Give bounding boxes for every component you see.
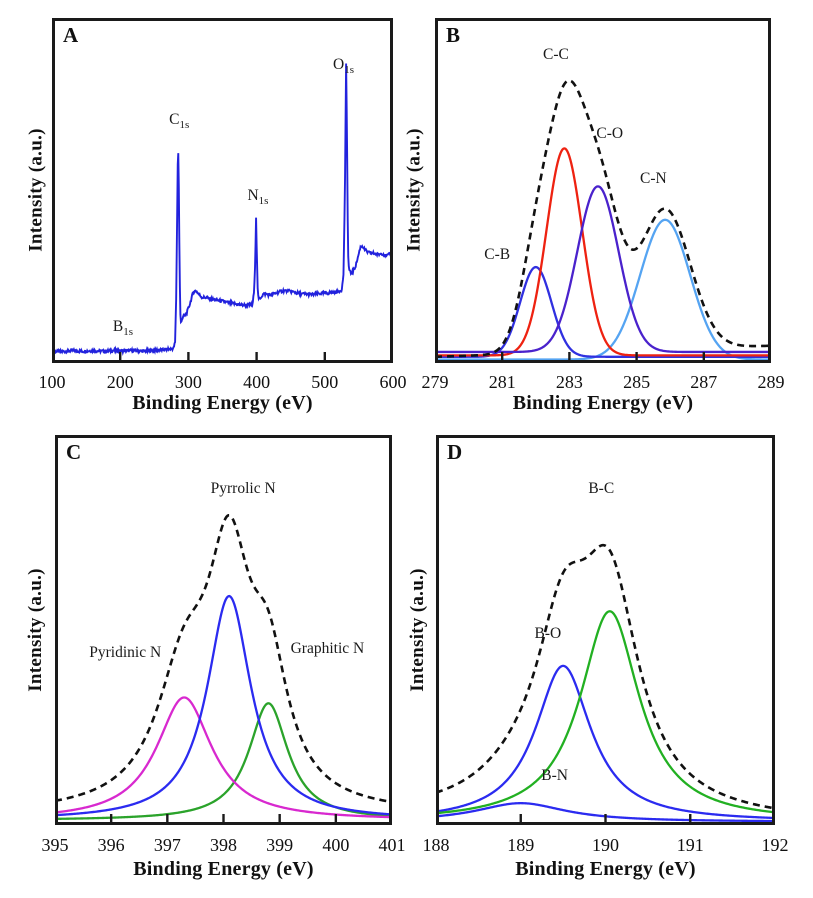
peak-label-c1s: C1s bbox=[169, 111, 190, 132]
x-tick-label: 500 bbox=[311, 372, 339, 392]
x-tick-label: 400 bbox=[243, 372, 271, 392]
plot-frame bbox=[52, 18, 393, 363]
plot-frame bbox=[436, 435, 775, 825]
x-tick-label: 400 bbox=[322, 835, 350, 855]
envelope-curve bbox=[55, 514, 392, 804]
panel-c-x-axis-title: Binding Energy (eV) bbox=[133, 858, 314, 880]
panel-b-letter: B bbox=[446, 23, 461, 47]
panel-d-letter: D bbox=[447, 440, 463, 464]
plot-frame bbox=[435, 18, 771, 363]
x-tick-label: 395 bbox=[41, 835, 69, 855]
panel-b-plot-area: B C-B C-C C-O C-N bbox=[435, 18, 771, 363]
x-tick-label: 281 bbox=[488, 372, 516, 392]
panel-d-plot-area: D B-C B-O B-N bbox=[436, 435, 775, 825]
component-curve-b-c bbox=[436, 610, 775, 815]
survey-curve bbox=[52, 63, 393, 357]
panel-a-x-axis-title: Binding Energy (eV) bbox=[132, 392, 313, 414]
x-tick-label: 399 bbox=[266, 835, 294, 855]
x-tick-label: 397 bbox=[153, 835, 181, 855]
component-curve-c-n bbox=[435, 218, 771, 361]
x-tick-label: 401 bbox=[378, 835, 406, 855]
envelope-curve bbox=[435, 79, 771, 359]
peak-label-n1s: N1s bbox=[247, 187, 269, 208]
x-tick-label: 285 bbox=[623, 372, 651, 392]
peak-label-o1s: O1s bbox=[333, 56, 355, 77]
panel-b-x-axis-title: Binding Energy (eV) bbox=[512, 392, 694, 414]
peak-label-pyridinic-n: Pyridinic N bbox=[89, 644, 162, 662]
component-curve-c-o bbox=[435, 185, 771, 354]
x-tick-label: 190 bbox=[592, 835, 619, 855]
x-tick-label: 300 bbox=[174, 372, 202, 392]
x-tick-label: 191 bbox=[676, 835, 704, 855]
peak-label-c-n: C-N bbox=[640, 170, 667, 188]
x-tick-label: 100 bbox=[38, 372, 66, 392]
panel-a-x-tick-labels: 100 200 300 400 500 600 bbox=[39, 371, 407, 395]
panel-a-letter: A bbox=[63, 23, 79, 47]
peak-label-c-c: C-C bbox=[543, 45, 569, 63]
panel-a-plot-canvas bbox=[52, 18, 393, 363]
component-curve-pyrrolic-n bbox=[55, 594, 392, 817]
component-curve-c-c bbox=[435, 147, 771, 357]
peak-label-pyrrolic-n: Pyrrolic N bbox=[210, 480, 276, 498]
x-tick-label: 600 bbox=[379, 372, 407, 392]
x-tick-label: 289 bbox=[757, 372, 785, 392]
y-axis-title-d: Intensity (a.u.) bbox=[407, 568, 428, 692]
x-tick-label: 398 bbox=[210, 835, 237, 855]
peak-label-subscript: 1s bbox=[258, 195, 269, 208]
x-tick-label: 287 bbox=[690, 372, 718, 392]
panel-c-plot-area: C Pyridinic N Pyrrolic N Graphitic N bbox=[55, 435, 392, 825]
plot-frame bbox=[55, 435, 392, 825]
x-tick-label: 188 bbox=[422, 835, 450, 855]
panel-b-x-tick-labels: 279 281 283 285 287 289 bbox=[422, 371, 785, 395]
panel-d-x-tick-labels: 188 189 190 191 192 bbox=[423, 834, 789, 858]
panel-b-plot-canvas bbox=[435, 18, 771, 363]
envelope-curve bbox=[436, 543, 775, 810]
peak-label-b-o: B-O bbox=[534, 624, 562, 642]
peak-label-b-c: B-C bbox=[588, 480, 615, 498]
peak-label-c-b: C-B bbox=[484, 245, 511, 263]
panel-c-letter: C bbox=[66, 440, 82, 464]
panel-a-plot-area: A B1s C1s N1s O1s bbox=[52, 18, 393, 363]
peak-label-graphitic-n: Graphitic N bbox=[290, 640, 365, 658]
peak-label-c-o: C-O bbox=[596, 125, 624, 143]
panel-d-plot-canvas bbox=[436, 435, 775, 825]
peak-label-subscript: 1s bbox=[123, 326, 133, 339]
peak-label-subscript: 1s bbox=[344, 64, 355, 77]
peak-label-b1s: B1s bbox=[112, 318, 133, 339]
panel-c-plot-canvas bbox=[55, 435, 392, 825]
x-tick-label: 192 bbox=[761, 835, 789, 855]
panel-c-x-tick-labels: 395 396 397 398 399 400 401 bbox=[42, 834, 406, 858]
x-tick-label: 283 bbox=[555, 372, 583, 392]
x-tick-label: 189 bbox=[507, 835, 535, 855]
x-tick-label: 396 bbox=[97, 835, 125, 855]
component-curve-b-o bbox=[436, 664, 775, 820]
x-tick-label: 200 bbox=[106, 372, 134, 392]
x-tick-label: 279 bbox=[421, 372, 449, 392]
peak-label-b-n: B-N bbox=[541, 767, 568, 785]
peak-label-subscript: 1s bbox=[179, 119, 190, 132]
panel-d-x-axis-title: Binding Energy (eV) bbox=[515, 858, 696, 880]
